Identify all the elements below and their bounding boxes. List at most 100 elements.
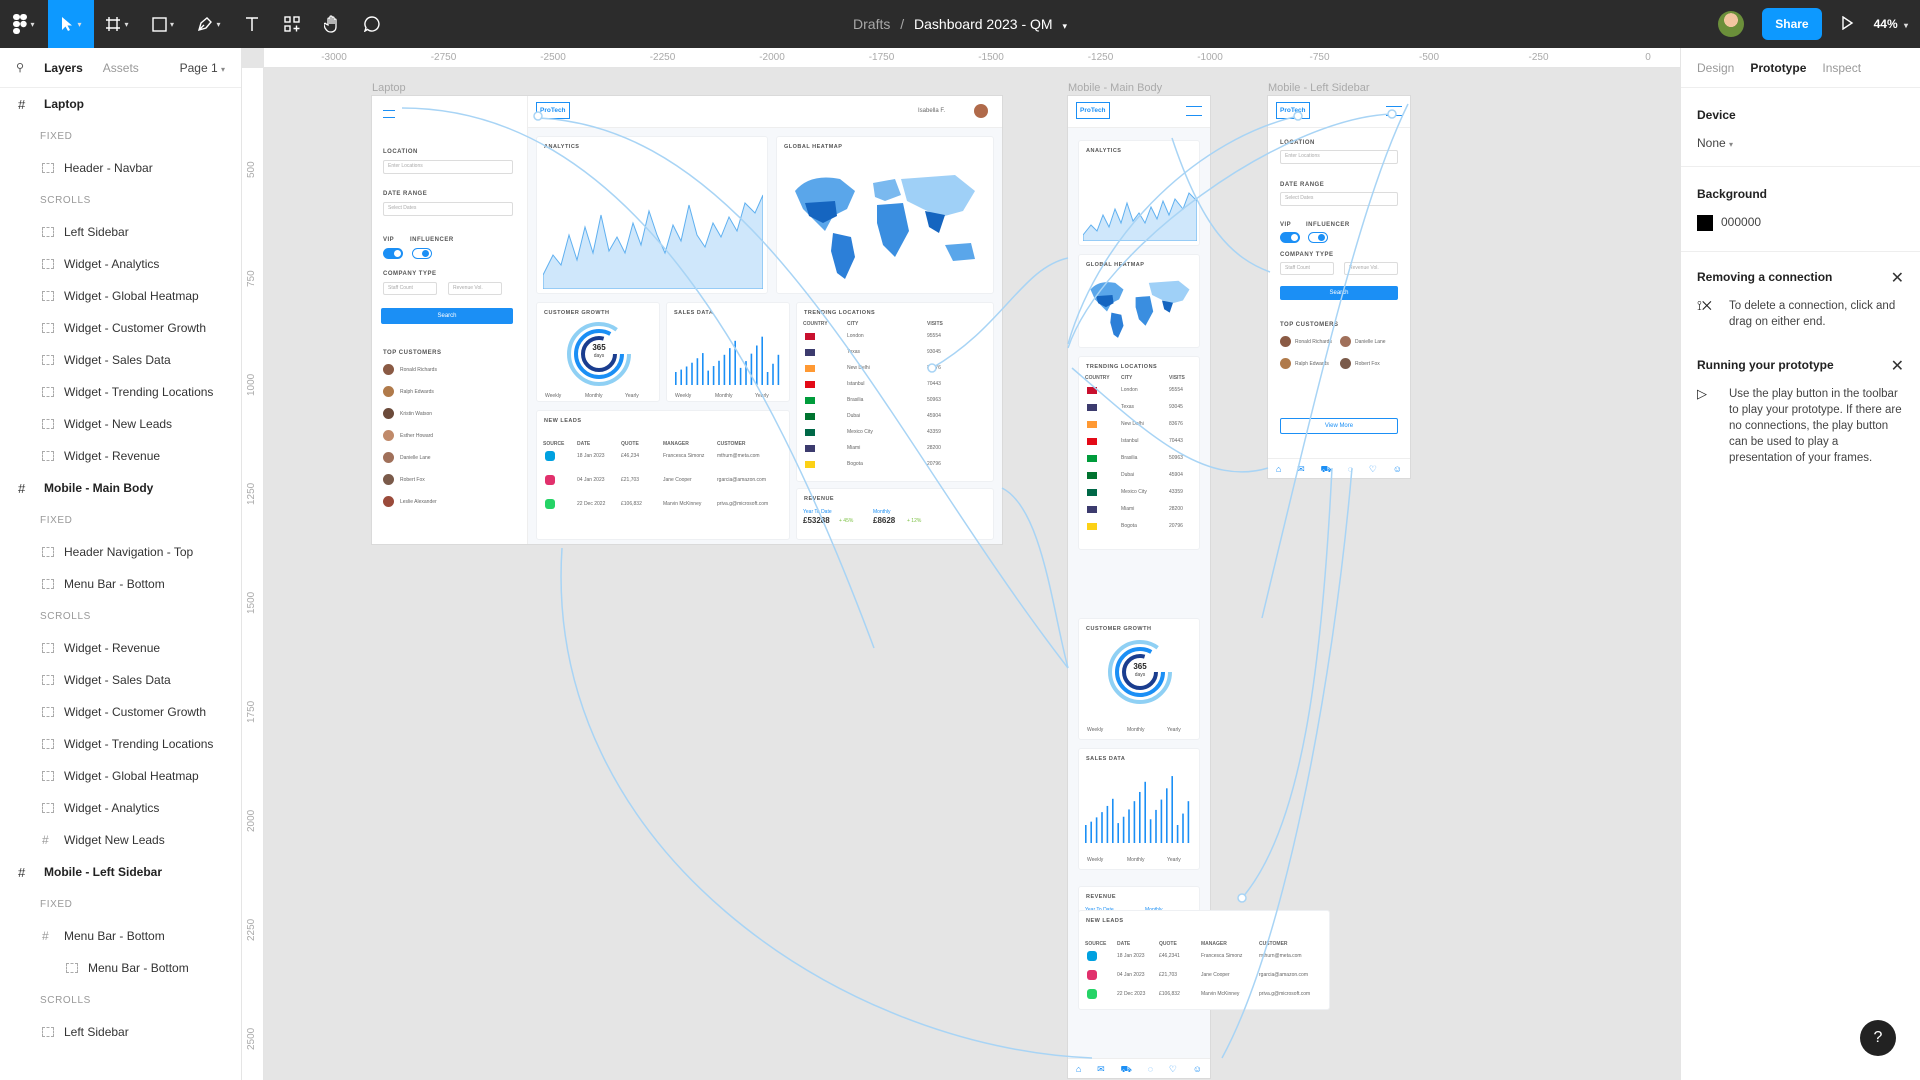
mail-icon[interactable]: ✉ [1097, 1064, 1105, 1074]
search-button[interactable]: Search [381, 308, 513, 324]
frame-label-mobile-main[interactable]: Mobile - Main Body [1068, 82, 1163, 94]
col-city[interactable]: CITY [1121, 375, 1133, 381]
layer-item[interactable]: Widget - Sales Data [0, 664, 241, 696]
frame-tool-icon[interactable]: ▾ [94, 0, 140, 48]
menu-icon[interactable] [1186, 106, 1202, 116]
tab-design[interactable]: Design [1697, 60, 1735, 75]
legend-yearly[interactable]: Yearly [755, 393, 769, 399]
col-country[interactable]: COUNTRY [1085, 375, 1110, 381]
page-selector[interactable]: Page 1 ▾ [180, 61, 225, 75]
location-input[interactable]: Enter Locations [383, 160, 513, 174]
cart-icon[interactable]: ⛟ [1120, 1064, 1132, 1074]
laptop-frame[interactable]: LOCATION Enter Locations DATE RANGE Sele… [372, 96, 1002, 544]
layer-item[interactable]: Widget - Customer Growth [0, 696, 241, 728]
layer-item[interactable]: Header Navigation - Top [0, 536, 241, 568]
layer-item[interactable]: Menu Bar - Bottom [0, 568, 241, 600]
col-country[interactable]: COUNTRY [803, 321, 828, 327]
legend-monthly[interactable]: Monthly [715, 393, 733, 399]
customer-name[interactable]: Robert Fox [400, 477, 425, 483]
legend-yearly[interactable]: Yearly [625, 393, 639, 399]
staff-count-select[interactable]: Staff Count [1280, 262, 1334, 275]
comment-icon[interactable] [352, 0, 392, 48]
home-icon[interactable]: ⌂ [1275, 464, 1282, 474]
influencer-toggle[interactable] [1308, 232, 1328, 243]
customer-name[interactable]: Danielle Lane [400, 455, 431, 461]
shape-tool-icon[interactable]: ▾ [140, 0, 186, 48]
leads-col-header[interactable]: MANAGER [663, 441, 689, 447]
tab-inspect[interactable]: Inspect [1822, 60, 1862, 75]
legend-yearly[interactable]: Yearly [1167, 727, 1181, 733]
layer-item[interactable]: Widget - Trending Locations [0, 376, 241, 408]
leads-col-header[interactable]: SOURCE [1085, 941, 1107, 947]
chat-icon[interactable]: ◌ [1147, 1064, 1154, 1074]
customer-name[interactable]: Ronald Richards [400, 367, 437, 373]
heart-icon[interactable]: ♡ [1368, 464, 1377, 474]
layer-item[interactable]: Menu Bar - Bottom [0, 952, 241, 984]
legend-weekly[interactable]: Weekly [675, 393, 692, 399]
user-icon[interactable]: ☺ [1192, 1064, 1202, 1074]
layer-item[interactable]: # Menu Bar - Bottom [0, 920, 241, 952]
logo[interactable]: ProTech [1276, 102, 1310, 119]
layer-item[interactable]: # Mobile - Left Sidebar [0, 856, 241, 888]
layer-item[interactable]: Widget - New Leads [0, 408, 241, 440]
layer-item[interactable]: Widget - Revenue [0, 440, 241, 472]
vip-toggle[interactable] [383, 248, 403, 259]
layer-item[interactable]: Widget - Trending Locations [0, 728, 241, 760]
view-more-button[interactable]: View More [1280, 418, 1398, 434]
legend-weekly[interactable]: Weekly [545, 393, 562, 399]
influencer-toggle[interactable] [412, 248, 432, 259]
pen-tool-icon[interactable]: ▾ [186, 0, 232, 48]
legend-monthly[interactable]: Monthly [585, 393, 603, 399]
help-button[interactable]: ? [1860, 1020, 1896, 1056]
legend-monthly[interactable]: Monthly [1127, 727, 1145, 733]
frame-label-laptop[interactable]: Laptop [372, 82, 406, 94]
revenue-vol-select[interactable]: Revenue Vol. [448, 282, 502, 295]
mobile-sidebar-frame[interactable]: ProTech LOCATION Enter Locations DATE RA… [1268, 96, 1410, 478]
layer-item[interactable]: Widget - Revenue [0, 632, 241, 664]
text-tool-icon[interactable] [232, 0, 272, 48]
vip-toggle[interactable] [1280, 232, 1300, 243]
breadcrumb-drafts[interactable]: Drafts [853, 16, 891, 32]
legend-weekly[interactable]: Weekly [1087, 727, 1104, 733]
leads-col-header[interactable]: QUOTE [621, 441, 639, 447]
layer-item[interactable]: Widget - Sales Data [0, 344, 241, 376]
device-select[interactable]: None ▾ [1697, 136, 1904, 150]
layer-item[interactable]: Widget - Customer Growth [0, 312, 241, 344]
customer-name[interactable]: Danielle Lane [1355, 339, 1386, 345]
move-tool-icon[interactable]: ▾ [48, 0, 94, 48]
layer-item[interactable]: Left Sidebar [0, 1016, 241, 1048]
avatar[interactable] [974, 104, 988, 118]
main-menu-icon[interactable]: ▾ [0, 0, 48, 48]
layer-item[interactable]: # Laptop [0, 88, 241, 120]
menu-icon[interactable] [383, 110, 395, 118]
customer-name[interactable]: Ralph Edwards [400, 389, 434, 395]
legend-weekly[interactable]: Weekly [1087, 857, 1104, 863]
customer-name[interactable]: Ralph Edwards [1295, 361, 1329, 367]
leads-col-header[interactable]: MANAGER [1201, 941, 1227, 947]
col-visits[interactable]: VISITS [927, 321, 943, 327]
leads-col-header[interactable]: CUSTOMER [1259, 941, 1288, 947]
tab-assets[interactable]: Assets [102, 60, 139, 75]
customer-name[interactable]: Kristin Watson [400, 411, 433, 417]
close-icon[interactable]: ✕ [1890, 270, 1904, 287]
layer-item[interactable]: Widget - Global Heatmap [0, 760, 241, 792]
legend-yearly[interactable]: Yearly [1167, 857, 1181, 863]
customer-name[interactable]: Robert Fox [1355, 361, 1380, 367]
chevron-down-icon[interactable]: ▾ [1062, 21, 1067, 31]
layer-item[interactable]: Left Sidebar [0, 216, 241, 248]
zoom-dropdown[interactable]: 44% ▾ [1874, 17, 1908, 31]
close-icon[interactable]: ✕ [1890, 358, 1904, 375]
file-name[interactable]: Dashboard 2023 - QM [914, 16, 1053, 32]
heart-icon[interactable]: ♡ [1168, 1064, 1177, 1074]
leads-col-header[interactable]: CUSTOMER [717, 441, 746, 447]
customer-name[interactable]: Ronald Richards [1295, 339, 1332, 345]
col-visits[interactable]: VISITS [1169, 375, 1185, 381]
layer-item[interactable]: Widget - Global Heatmap [0, 280, 241, 312]
layer-item[interactable]: Header - Navbar [0, 152, 241, 184]
search-button[interactable]: Search [1280, 286, 1398, 300]
revenue-vol-select[interactable]: Revenue Vol. [1344, 262, 1398, 275]
legend-monthly[interactable]: Monthly [1127, 857, 1145, 863]
play-icon[interactable] [1840, 15, 1856, 32]
date-range-input[interactable]: Select Dates [1280, 192, 1398, 206]
home-icon[interactable]: ⌂ [1075, 1064, 1082, 1074]
